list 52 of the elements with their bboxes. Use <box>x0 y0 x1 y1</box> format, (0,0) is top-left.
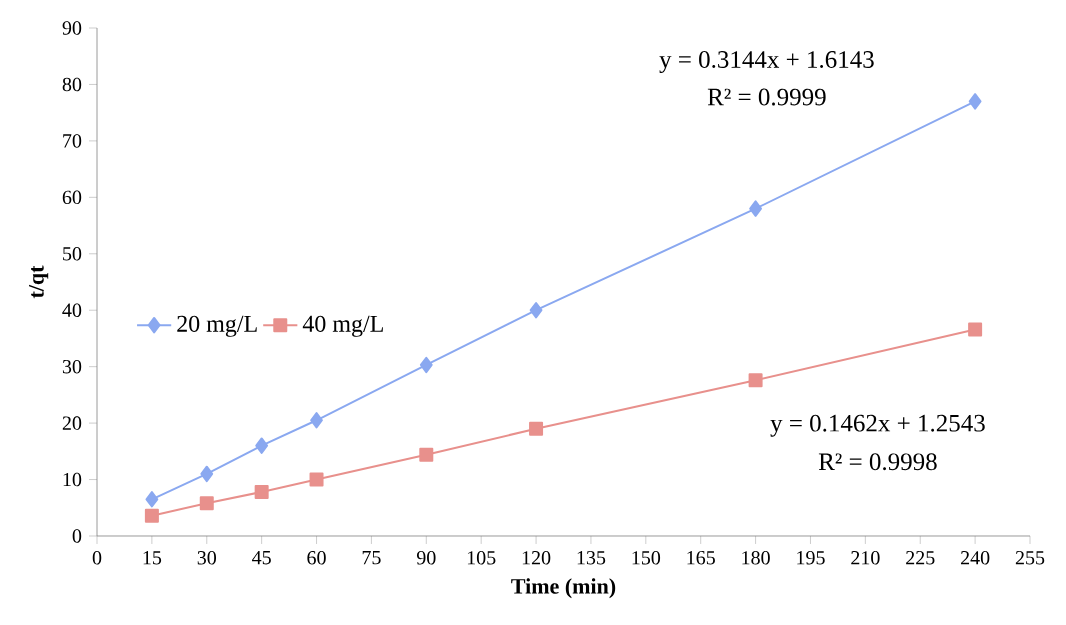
legend-label: 20 mg/L <box>177 315 257 337</box>
x-tick-label: 120 <box>522 551 551 565</box>
annotation: R² = 0.9998 <box>818 453 937 471</box>
point <box>529 302 543 319</box>
x-tick-label: 135 <box>577 551 606 565</box>
x-tick-label: 210 <box>851 551 880 565</box>
y-tick-label: 70 <box>63 134 82 148</box>
point <box>419 447 434 462</box>
annotation: y = 0.3144x + 1.6143 <box>659 51 874 74</box>
x-tick-label: 240 <box>961 551 990 565</box>
annotation: y = 0.1462x + 1.2543 <box>770 414 985 437</box>
y-tick-label: 50 <box>63 247 82 261</box>
point <box>529 421 544 436</box>
point <box>419 356 433 374</box>
point <box>309 472 324 487</box>
y-tick-label: 20 <box>62 416 82 430</box>
y-tick-label: 90 <box>62 21 82 35</box>
x-tick-label: 165 <box>687 551 715 565</box>
point <box>254 484 269 499</box>
legend-label: 40 mg/L <box>302 315 383 337</box>
point <box>145 491 159 508</box>
point <box>968 322 983 337</box>
x-tick-label: 30 <box>197 551 217 565</box>
x-tick-label: 75 <box>362 551 381 565</box>
x-tick-label: 90 <box>416 551 436 565</box>
x-tick-label: 60 <box>307 551 326 565</box>
x-tick-label: 180 <box>742 551 770 565</box>
annotation: R² = 0.9999 <box>707 88 826 106</box>
point <box>968 93 982 110</box>
x-tick-label: 45 <box>252 551 271 565</box>
x-tick-label: 0 <box>92 551 102 565</box>
point <box>199 496 214 511</box>
x-tick-label: 150 <box>632 551 661 565</box>
y-tick-label: 40 <box>62 303 82 317</box>
y-tick-label: 30 <box>62 359 82 374</box>
x-tick-label: 255 <box>1015 551 1045 565</box>
x-tick-label: 195 <box>797 551 825 565</box>
y-tick-label: 0 <box>72 529 82 543</box>
point <box>748 373 763 388</box>
x-tick-label: 15 <box>143 551 162 565</box>
y-tick-label: 60 <box>62 190 82 205</box>
point <box>310 412 323 429</box>
x-tick-label: 105 <box>467 551 496 565</box>
y-tick-label: 80 <box>62 77 82 92</box>
y-tick-label: 10 <box>63 472 82 487</box>
x-tick-label: 225 <box>906 551 935 565</box>
point <box>144 508 159 523</box>
x-axis-title: Time (min) <box>511 578 616 599</box>
point <box>255 437 269 454</box>
point <box>749 200 762 217</box>
point <box>200 465 214 483</box>
y-axis-title: t/qt <box>29 265 49 299</box>
